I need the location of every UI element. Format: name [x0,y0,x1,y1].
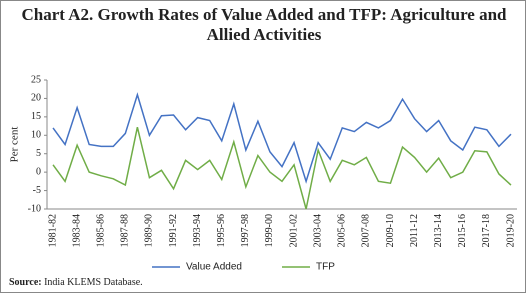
x-tick-label: 2007-08 [361,214,372,247]
source-note: Source: India KLEMS Database. [9,277,143,288]
x-tick-label: 1985-86 [96,214,107,247]
source-text: India KLEMS Database. [44,277,143,288]
line-series [52,92,512,184]
y-tick-label: 0 [36,166,41,177]
legend-label: Value Added [186,262,242,273]
chart-title: Chart A2. Growth Rates of Value Added an… [21,5,507,44]
x-tick-label: 2005-06 [337,214,348,247]
x-tick-label: 2011-12 [409,214,420,247]
x-tick-label: 2015-16 [457,214,468,247]
x-tick-label: 2017-18 [481,214,492,247]
y-tick-label: 25 [31,74,41,85]
x-tick-label: 2009-10 [385,214,396,247]
x-tick-label: 2019-20 [505,214,516,247]
x-tick-label: 1993-94 [192,214,203,247]
y-tick-label: -10 [28,203,41,214]
y-tick-label: 5 [36,148,41,159]
y-axis-label: Per cent [9,127,21,163]
x-tick-label: 1997-98 [240,214,251,247]
x-tick-label: 1983-84 [71,214,82,247]
line-series [52,127,512,210]
x-tick-label: 2013-14 [433,214,444,247]
y-tick-label: 20 [31,93,41,104]
y-tick-label: -5 [33,185,41,196]
legend-label: TFP [316,262,335,273]
x-tick-label: 2001-02 [288,214,299,247]
y-tick-label: 10 [31,130,41,141]
x-tick-label: 1987-88 [120,214,131,247]
x-tick-label: 1995-96 [216,214,227,247]
x-tick-label: 1991-92 [168,214,179,247]
x-tick-label: 2003-04 [312,214,323,247]
x-tick-label: 1989-90 [144,214,155,247]
x-tick-label: 1999-00 [264,214,275,247]
source-label: Source: [9,277,42,288]
y-tick-label: 15 [31,111,41,122]
x-tick-label: 1981-82 [47,214,58,247]
